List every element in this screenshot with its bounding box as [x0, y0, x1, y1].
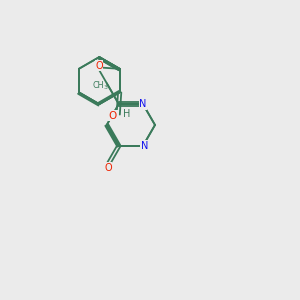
Text: O: O: [95, 61, 103, 71]
Text: 3: 3: [104, 85, 108, 90]
Text: CH: CH: [92, 81, 103, 90]
Text: N: N: [139, 99, 147, 109]
Text: O: O: [109, 111, 117, 121]
Text: H: H: [123, 110, 130, 119]
Text: N: N: [141, 141, 148, 151]
Text: O: O: [104, 163, 112, 173]
